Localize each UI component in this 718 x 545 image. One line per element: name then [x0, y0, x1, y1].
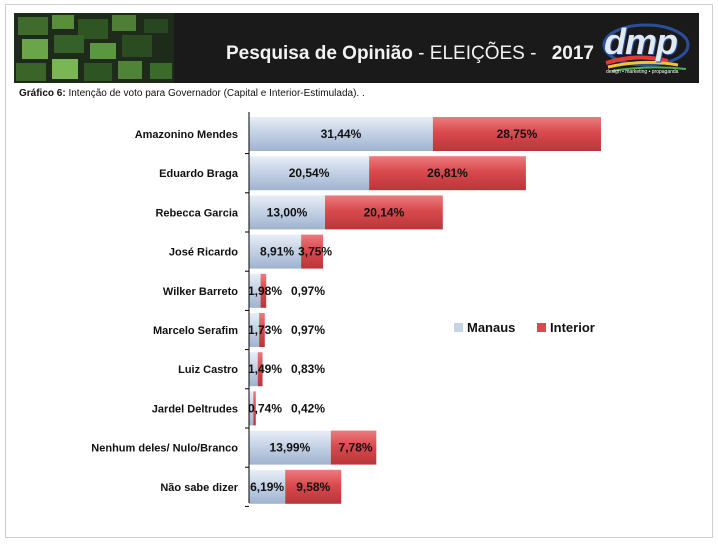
bar-interior [259, 313, 265, 347]
decorative-mosaic [14, 13, 174, 83]
bar-manaus [249, 156, 370, 191]
value-label-interior: 0,97% [291, 323, 325, 337]
value-label-manaus: 13,00% [267, 205, 308, 219]
logo-text: dmp [604, 21, 678, 62]
value-label-interior: 0,83% [291, 362, 325, 376]
bar-manaus [249, 234, 302, 269]
value-label-interior: 7,78% [339, 441, 373, 455]
bar-manaus [249, 313, 260, 347]
legend-label-interior: Interior [550, 320, 595, 335]
bar-interior [257, 352, 263, 387]
legend-swatch-manaus [454, 323, 463, 332]
value-label-manaus: 6,19% [250, 480, 284, 494]
banner-title: Pesquisa de Opinião - ELEIÇÕES - 2017 [226, 43, 594, 65]
value-label-manaus: 1,98% [248, 284, 282, 298]
bar-manaus [249, 352, 258, 387]
value-label-manaus: 8,91% [260, 245, 294, 259]
bar-manaus [249, 273, 261, 308]
bar-interior [285, 469, 342, 504]
value-label-interior: 28,75% [497, 127, 538, 141]
bar-interior [369, 156, 526, 191]
value-label-manaus: 1,49% [248, 362, 282, 376]
bar-interior [260, 273, 267, 308]
category-label: Marcelo Serafim [153, 325, 238, 337]
value-label-manaus: 13,99% [270, 441, 311, 455]
value-label-manaus: 1,73% [248, 323, 282, 337]
logo-subtext: design • marketing • propaganda [606, 69, 679, 75]
legend-item-manaus: Manaus [454, 320, 515, 335]
bar-manaus [249, 195, 326, 230]
bar-interior [325, 195, 443, 230]
banner-year: 2017 [551, 43, 594, 64]
value-label-interior: 20,14% [364, 205, 405, 219]
category-label: Luiz Castro [178, 364, 238, 376]
chart-subtitle: Gráfico 6: Intenção de voto para Governa… [19, 88, 365, 99]
subtitle-label: Gráfico 6: [19, 88, 66, 99]
dmp-logo: dmp design • marketing • propaganda [598, 19, 693, 81]
legend-swatch-interior [537, 323, 547, 332]
category-label: Rebecca Garcia [155, 207, 238, 219]
category-label: Nenhum deles/ Nulo/Branco [91, 443, 238, 455]
category-label: Não sabe dizer [160, 482, 238, 494]
bar-manaus [249, 117, 433, 151]
value-label-interior: 9,58% [296, 480, 330, 494]
bar-interior [301, 234, 324, 269]
category-label: Amazonino Mendes [135, 129, 238, 141]
value-label-interior: 26,81% [427, 166, 468, 180]
banner-title-sep: - ELEIÇÕES - [412, 43, 542, 64]
value-label-interior: 3,75% [298, 245, 332, 259]
value-label-interior: 0,42% [291, 401, 325, 415]
value-label-manaus: 0,74% [248, 401, 282, 415]
value-label-interior: 0,97% [291, 284, 325, 298]
chart-legend: Manaus Interior [454, 320, 613, 335]
category-label: Wilker Barreto [163, 286, 238, 298]
bar-interior [330, 430, 377, 465]
bar-interior [253, 391, 256, 426]
legend-item-interior: Interior [537, 320, 595, 335]
value-label-manaus: 31,44% [321, 127, 362, 141]
bar-interior [432, 117, 601, 151]
bar-manaus [249, 469, 286, 504]
header-banner: Pesquisa de Opinião - ELEIÇÕES - 2017 dm… [14, 13, 699, 83]
bar-manaus [249, 391, 254, 426]
banner-title-main: Pesquisa de Opinião [226, 43, 413, 64]
bar-manaus [249, 430, 331, 465]
subtitle-text: Intenção de voto para Governador (Capita… [65, 88, 365, 99]
category-label: Jardel Deltrudes [152, 403, 238, 415]
category-label: Eduardo Braga [159, 168, 239, 180]
value-label-manaus: 20,54% [289, 166, 330, 180]
legend-label-manaus: Manaus [467, 320, 516, 335]
category-label: José Ricardo [169, 247, 238, 259]
logo-swoosh-icon [602, 23, 690, 72]
